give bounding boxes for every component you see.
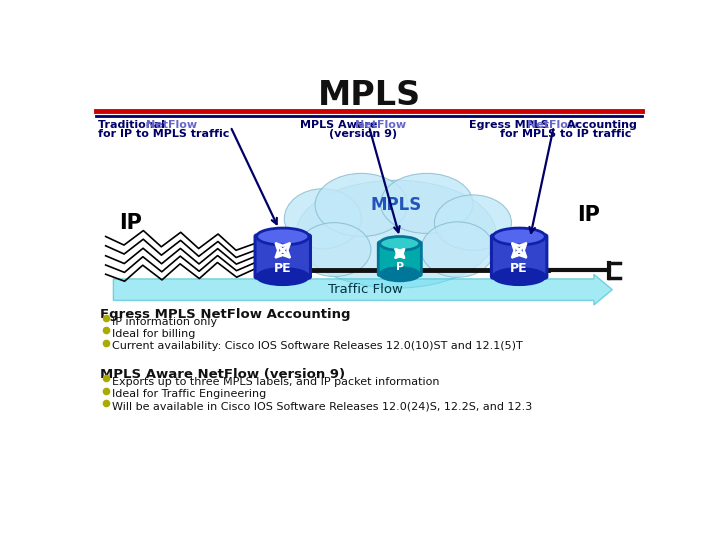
Text: Accounting: Accounting bbox=[563, 120, 637, 130]
Text: IP: IP bbox=[577, 205, 600, 225]
FancyArrow shape bbox=[113, 274, 612, 305]
Ellipse shape bbox=[296, 180, 496, 288]
Text: for MPLS to IP traffic: for MPLS to IP traffic bbox=[500, 130, 631, 139]
Text: PE: PE bbox=[510, 262, 528, 275]
FancyBboxPatch shape bbox=[492, 235, 547, 278]
Text: Current availability: Cisco IOS Software Releases 12.0(10)ST and 12.1(5)T: Current availability: Cisco IOS Software… bbox=[112, 341, 523, 351]
Text: Egress MPLS: Egress MPLS bbox=[469, 120, 553, 130]
Text: Traffic Flow: Traffic Flow bbox=[328, 283, 402, 296]
Ellipse shape bbox=[284, 189, 361, 249]
Text: Exports up to three MPLS labels, and IP packet information: Exports up to three MPLS labels, and IP … bbox=[112, 377, 439, 387]
Ellipse shape bbox=[493, 228, 545, 245]
Ellipse shape bbox=[379, 267, 420, 281]
Text: IP: IP bbox=[119, 213, 142, 233]
Text: MPLS Aware NetFlow (version 9): MPLS Aware NetFlow (version 9) bbox=[99, 368, 345, 381]
Text: Ideal for Traffic Engineering: Ideal for Traffic Engineering bbox=[112, 389, 266, 399]
Ellipse shape bbox=[256, 228, 309, 245]
Ellipse shape bbox=[434, 195, 511, 251]
Ellipse shape bbox=[379, 237, 420, 251]
Text: MPLS: MPLS bbox=[318, 79, 420, 112]
Text: MPLS Aware: MPLS Aware bbox=[300, 120, 381, 130]
Text: NetFlow: NetFlow bbox=[355, 120, 406, 130]
FancyBboxPatch shape bbox=[378, 242, 421, 276]
Text: IP information only: IP information only bbox=[112, 316, 217, 327]
Text: NetFlow: NetFlow bbox=[145, 120, 197, 130]
Text: MPLS: MPLS bbox=[370, 196, 422, 214]
Text: PE: PE bbox=[274, 262, 292, 275]
Ellipse shape bbox=[315, 173, 408, 237]
Text: Ideal for billing: Ideal for billing bbox=[112, 329, 195, 339]
Text: Will be available in Cisco IOS Software Releases 12.0(24)S, 12.2S, and 12.3: Will be available in Cisco IOS Software … bbox=[112, 401, 532, 411]
Text: Egress MPLS NetFlow Accounting: Egress MPLS NetFlow Accounting bbox=[99, 308, 350, 321]
Text: (version 9): (version 9) bbox=[329, 130, 397, 139]
Text: Traditional: Traditional bbox=[98, 120, 168, 130]
Text: NetFlow: NetFlow bbox=[527, 120, 578, 130]
Ellipse shape bbox=[493, 268, 545, 285]
Ellipse shape bbox=[256, 268, 309, 285]
Text: P: P bbox=[396, 262, 404, 272]
FancyBboxPatch shape bbox=[255, 235, 310, 278]
Ellipse shape bbox=[298, 222, 371, 276]
Ellipse shape bbox=[381, 173, 473, 233]
Text: for IP to MPLS traffic: for IP to MPLS traffic bbox=[98, 130, 230, 139]
Ellipse shape bbox=[421, 222, 494, 278]
